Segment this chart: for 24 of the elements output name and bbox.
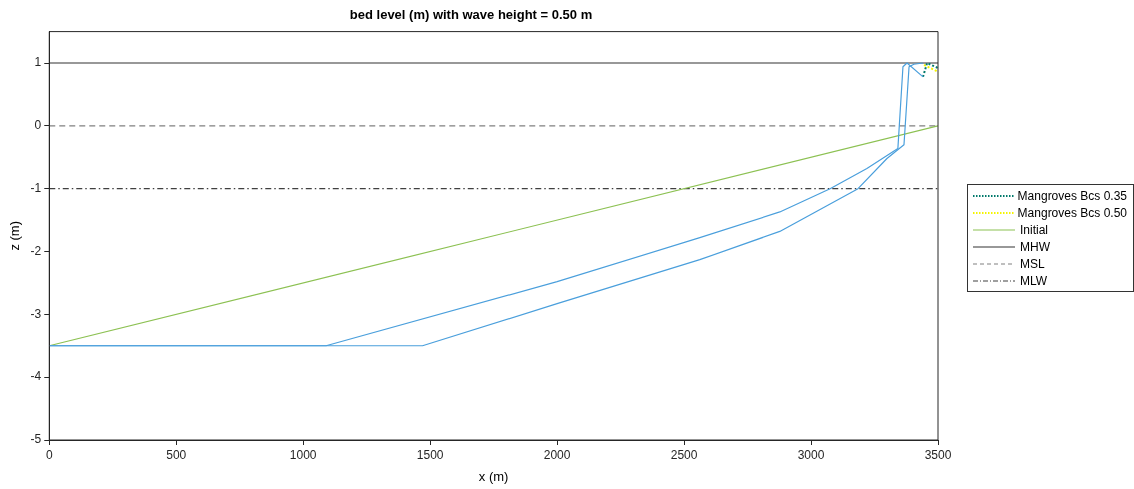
x-tick-label: 1500 [416,447,444,462]
y-tick-label: -3 [30,306,42,321]
chart-title: bed level (m) with wave height = 0.50 m [349,7,593,23]
x-tick-label: 2500 [670,447,698,462]
y-axis-title: z (m) [7,221,23,251]
legend-label: Mangroves Bcs 0.35 [1017,188,1127,203]
x-tick-label: 3000 [797,447,825,462]
legend-label: Initial [1020,222,1049,237]
x-tick-label: 3500 [924,447,952,462]
x-tick-label: 0 [45,447,53,462]
legend-label: Mangroves Bcs 0.50 [1017,205,1127,220]
legend-label: MSL [1020,256,1045,271]
x-tick-label: 500 [166,447,187,462]
x-axis-title: x (m) [478,468,509,484]
x-tick-label: 1000 [289,447,317,462]
y-tick-label: 0 [34,118,42,133]
legend-label: MLW [1020,273,1048,288]
x-tick-label: 2000 [543,447,571,462]
y-tick-label: -5 [30,432,42,447]
y-tick-label: -1 [30,180,42,195]
legend-label: MHW [1020,239,1050,254]
y-tick-label: -2 [30,243,42,258]
y-tick-label: 1 [34,55,42,70]
y-tick-label: -4 [30,369,42,384]
